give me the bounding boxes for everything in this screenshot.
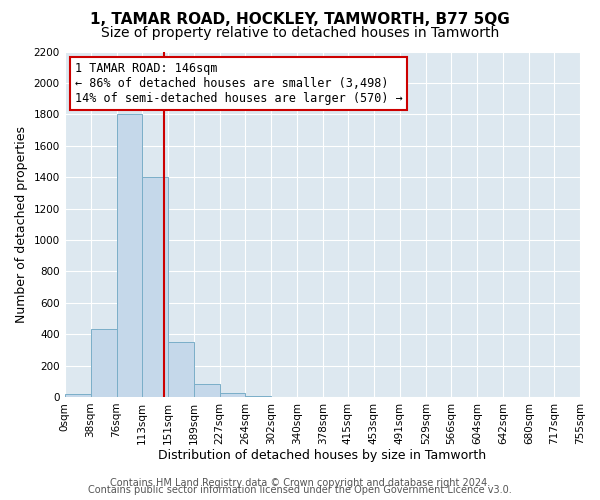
Text: 1 TAMAR ROAD: 146sqm
← 86% of detached houses are smaller (3,498)
14% of semi-de: 1 TAMAR ROAD: 146sqm ← 86% of detached h… xyxy=(75,62,403,105)
Bar xyxy=(91,330,116,397)
Bar xyxy=(194,384,220,397)
Text: 1, TAMAR ROAD, HOCKLEY, TAMWORTH, B77 5QG: 1, TAMAR ROAD, HOCKLEY, TAMWORTH, B77 5Q… xyxy=(90,12,510,28)
Bar xyxy=(220,393,245,397)
Bar xyxy=(116,114,142,397)
Text: Size of property relative to detached houses in Tamworth: Size of property relative to detached ho… xyxy=(101,26,499,40)
Y-axis label: Number of detached properties: Number of detached properties xyxy=(15,126,28,322)
Text: Contains HM Land Registry data © Crown copyright and database right 2024.: Contains HM Land Registry data © Crown c… xyxy=(110,478,490,488)
Text: Contains public sector information licensed under the Open Government Licence v3: Contains public sector information licen… xyxy=(88,485,512,495)
Bar xyxy=(65,394,91,397)
Bar xyxy=(245,396,271,397)
X-axis label: Distribution of detached houses by size in Tamworth: Distribution of detached houses by size … xyxy=(158,450,487,462)
Bar xyxy=(142,177,168,397)
Bar xyxy=(168,342,194,397)
